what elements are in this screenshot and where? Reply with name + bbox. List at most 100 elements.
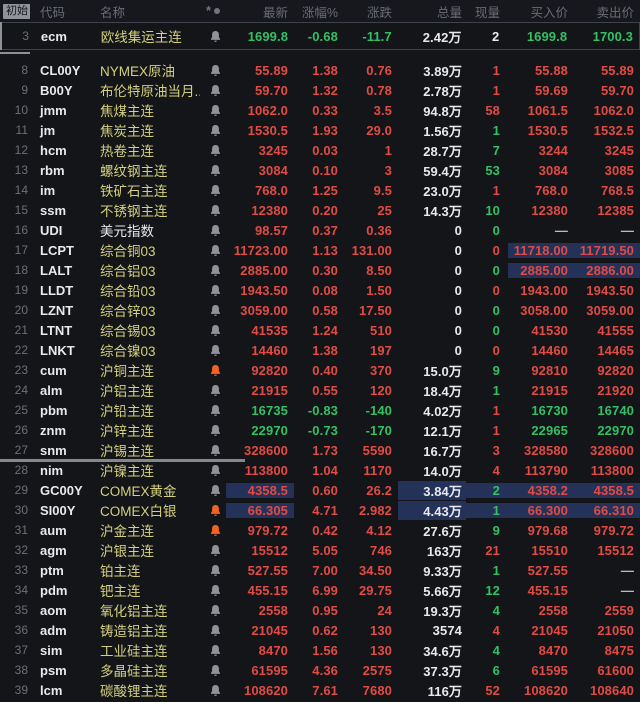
alert-bell-icon[interactable] <box>209 504 222 517</box>
quote-row-adm[interactable]: 36 adm 铸造铝主连 21045 0.62 130 3574 4 21045 21050 <box>0 620 640 640</box>
quote-row-snm[interactable]: 27 snm 沪锡主连 328600 1.73 5590 16.7万 3 328580 32860… <box>0 440 640 462</box>
header-latest[interactable]: 最新 <box>262 5 288 20</box>
volume-cell: 3.84万 <box>398 480 466 500</box>
alert-bell-icon[interactable] <box>209 224 222 237</box>
quote-row-pbm[interactable]: 25 pbm 沪铅主连 16735 -0.83 -140 4.02万 1 16730 16740 <box>0 400 640 420</box>
alert-bell-icon[interactable] <box>209 30 222 43</box>
change-pct-cell: 0.03 <box>312 142 338 158</box>
alert-bell-icon[interactable] <box>209 684 222 697</box>
header-change-pct[interactable]: 涨幅% <box>301 5 338 20</box>
initial-chip[interactable]: 初始 <box>3 4 30 19</box>
alert-bell-icon[interactable] <box>209 584 222 597</box>
bid-cell: 22965 <box>531 422 568 438</box>
quote-row-ptm[interactable]: 33 ptm 铂主连 527.55 7.00 34.50 9.33万 1 527.55 — <box>0 560 640 580</box>
change-cell: 0.78 <box>366 82 392 98</box>
header-bid[interactable]: 买入价 <box>530 5 568 20</box>
quote-row-CL00Y[interactable]: 8 CL00Y NYMEX原油 55.89 1.38 0.76 3.89万 1 55.88 55.… <box>0 60 640 80</box>
alert-bell-icon[interactable] <box>209 564 222 577</box>
quote-row-pdm[interactable]: 34 pdm 钯主连 455.15 6.99 29.75 5.66万 12 455.15 — <box>0 580 640 600</box>
alert-bell-icon[interactable] <box>209 664 222 677</box>
alert-bell-icon[interactable] <box>209 524 222 537</box>
quote-row-im[interactable]: 14 im 铁矿石主连 768.0 1.25 9.5 23.0万 1 768.0 768.5 <box>0 180 640 200</box>
row-number: 9 <box>21 83 28 97</box>
alert-bell-icon[interactable] <box>209 324 222 337</box>
alert-bell-icon[interactable] <box>209 304 222 317</box>
alert-bell-icon[interactable] <box>209 104 222 117</box>
quote-row-B00Y[interactable]: 9 B00Y 布伦特原油当月... 59.70 1.32 0.78 2.78万 1 59.69 5… <box>0 80 640 100</box>
alert-bell-icon[interactable] <box>209 344 222 357</box>
alert-bell-icon[interactable] <box>209 164 222 177</box>
name-cell: 多晶硅主连 <box>100 664 168 679</box>
alert-bell-icon[interactable] <box>209 624 222 637</box>
header-alert-column[interactable]: * <box>200 4 226 17</box>
code-cell: LZNT <box>40 302 74 318</box>
bell-cell <box>200 584 226 597</box>
alert-bell-icon[interactable] <box>209 264 222 277</box>
quote-row-znm[interactable]: 26 znm 沪锌主连 22970 -0.73 -170 12.1万 1 22965 22970 <box>0 420 640 440</box>
header-ask[interactable]: 卖出价 <box>596 5 634 20</box>
quote-row-LALT[interactable]: 18 LALT 综合铝03 2885.00 0.30 8.50 0 0 2885.00 2886.… <box>0 260 640 280</box>
alert-bell-icon[interactable] <box>209 604 222 617</box>
header-current-volume[interactable]: 现量 <box>474 5 500 20</box>
quote-row-LZNT[interactable]: 20 LZNT 综合锌03 3059.00 0.58 17.50 0 0 3058.00 3059… <box>0 300 640 320</box>
alert-bell-icon[interactable] <box>209 464 222 477</box>
change-pct-cell: 4.36 <box>312 662 338 678</box>
header-initial[interactable]: 初始 <box>0 3 30 19</box>
header-code[interactable]: 代码 <box>40 5 66 20</box>
quote-row-jmm[interactable]: 10 jmm 焦煤主连 1062.0 0.33 3.5 94.8万 58 1061.5 1062.… <box>0 100 640 120</box>
alert-bell-icon[interactable] <box>209 284 222 297</box>
quote-row-ecm[interactable]: 3 ecm 欧线集运主连 1699.8 -0.68 -11.7 2.42万 2 1699.8 17… <box>0 22 640 54</box>
alert-bell-icon[interactable] <box>209 404 222 417</box>
alert-bell-icon[interactable] <box>209 84 222 97</box>
quote-row-LCPT[interactable]: 17 LCPT 综合铜03 11723.00 1.13 131.00 0 0 11718.00 1… <box>0 240 640 260</box>
alert-bell-icon[interactable] <box>209 124 222 137</box>
current-volume-cell: 1 <box>492 402 500 418</box>
alert-bell-icon[interactable] <box>209 204 222 217</box>
alert-bell-icon[interactable] <box>209 244 222 257</box>
ask-cell: — <box>620 562 634 578</box>
header-change[interactable]: 涨跌 <box>366 5 392 20</box>
quote-row-UDI[interactable]: 16 UDI 美元指数 98.57 0.37 0.36 0 0 — — <box>0 220 640 240</box>
change-cell: 17.50 <box>358 302 392 318</box>
bid-cell: 108620 <box>524 682 568 698</box>
alert-bell-icon[interactable] <box>209 484 222 497</box>
alert-bell-icon[interactable] <box>209 444 222 457</box>
alert-bell-icon[interactable] <box>209 424 222 437</box>
quote-row-cum[interactable]: 23 cum 沪铜主连 92820 0.40 370 15.0万 9 92810 92820 <box>0 360 640 380</box>
quote-row-aum[interactable]: 31 aum 沪金主连 979.72 0.42 4.12 27.6万 9 979.68 979.7… <box>0 520 640 540</box>
name-cell: 沪金主连 <box>100 524 154 539</box>
header-name[interactable]: 名称 <box>100 5 126 20</box>
quote-row-alm[interactable]: 24 alm 沪铝主连 21915 0.55 120 18.4万 1 21915 21920 <box>0 380 640 400</box>
alert-bell-icon[interactable] <box>209 364 222 377</box>
row-number: 12 <box>14 143 28 157</box>
latest-cell: 1062.0 <box>247 102 288 118</box>
alert-bell-icon[interactable] <box>209 544 222 557</box>
change-cell: 130 <box>370 642 392 658</box>
quote-row-agm[interactable]: 32 agm 沪银主连 15512 5.05 746 163万 21 15510 15512 <box>0 540 640 560</box>
latest-cell: 55.89 <box>254 62 288 78</box>
bid-cell: 1530.5 <box>527 122 568 138</box>
alert-bell-icon[interactable] <box>209 644 222 657</box>
quote-row-LTNT[interactable]: 21 LTNT 综合锡03 41535 1.24 510 0 0 41530 41555 <box>0 320 640 340</box>
header-volume[interactable]: 总量 <box>436 5 462 20</box>
bell-cell <box>200 204 226 217</box>
quote-row-sim[interactable]: 37 sim 工业硅主连 8470 1.56 130 34.6万 4 8470 8475 <box>0 640 640 660</box>
quote-row-rbm[interactable]: 13 rbm 螺纹钢主连 3084 0.10 3 59.4万 53 3084 3085 <box>0 160 640 180</box>
alert-bell-icon[interactable] <box>209 384 222 397</box>
quote-row-GC00Y[interactable]: 29 GC00Y COMEX黄金 4358.5 0.60 26.2 3.84万 2 4358.2… <box>0 480 640 500</box>
quote-row-hcm[interactable]: 12 hcm 热卷主连 3245 0.03 1 28.7万 7 3244 3245 <box>0 140 640 160</box>
alert-bell-icon[interactable] <box>209 64 222 77</box>
quote-row-LNKT[interactable]: 22 LNKT 综合镍03 14460 1.38 197 0 0 14460 14465 <box>0 340 640 360</box>
quote-row-lcm[interactable]: 39 lcm 碳酸锂主连 108620 7.61 7680 116万 52 108620 1086… <box>0 680 640 700</box>
alert-bell-icon[interactable] <box>209 144 222 157</box>
alert-bell-icon[interactable] <box>209 184 222 197</box>
row-number: 20 <box>14 303 28 317</box>
quote-row-nim[interactable]: 28 nim 沪镍主连 113800 1.04 1170 14.0万 4 113790 11380… <box>0 460 640 480</box>
quote-row-SI00Y[interactable]: 30 SI00Y COMEX白银 66.305 4.71 2.982 4.43万 1 66.30… <box>0 500 640 520</box>
quote-row-jm[interactable]: 11 jm 焦炭主连 1530.5 1.93 29.0 1.56万 1 1530.5 1532.5 <box>0 120 640 140</box>
bell-cell <box>200 30 226 43</box>
quote-row-aom[interactable]: 35 aom 氧化铝主连 2558 0.95 24 19.3万 4 2558 2559 <box>0 600 640 620</box>
quote-row-psm[interactable]: 38 psm 多晶硅主连 61595 4.36 2575 37.3万 6 61595 61600 <box>0 660 640 680</box>
quote-row-ssm[interactable]: 15 ssm 不锈钢主连 12380 0.20 25 14.3万 10 12380 12385 <box>0 200 640 220</box>
quote-row-LLDT[interactable]: 19 LLDT 综合铅03 1943.50 0.08 1.50 0 0 1943.00 1943.… <box>0 280 640 300</box>
